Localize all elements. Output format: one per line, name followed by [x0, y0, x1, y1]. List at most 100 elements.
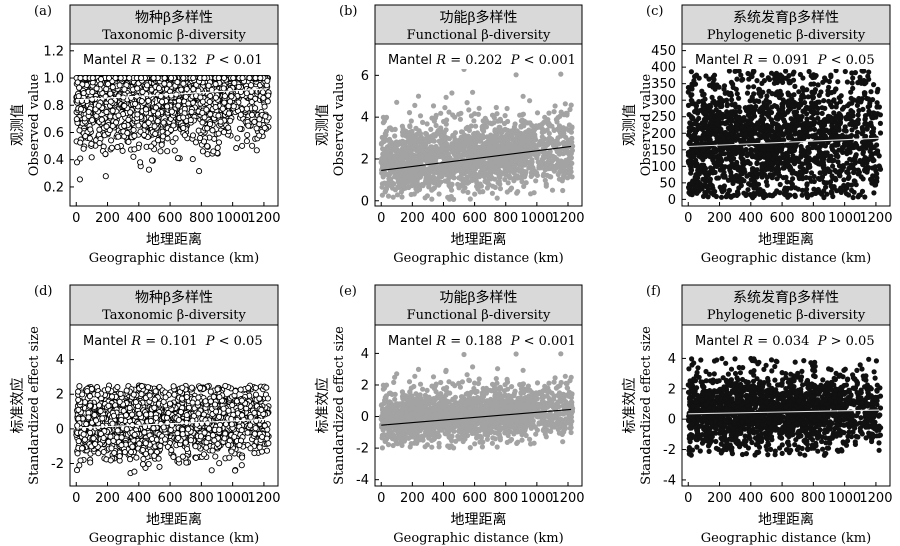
- data-point: [159, 133, 167, 140]
- data-point: [389, 158, 395, 165]
- data-point: [86, 135, 93, 142]
- data-point: [468, 113, 474, 119]
- stat-prefix: Mantel: [388, 53, 436, 68]
- data-point: [115, 133, 122, 140]
- data-point: [815, 82, 821, 88]
- data-point: [433, 122, 439, 129]
- data-point: [806, 149, 812, 155]
- data-point: [557, 113, 563, 119]
- data-point: [873, 182, 879, 188]
- data-point: [130, 153, 137, 160]
- plot-frame: [374, 43, 583, 207]
- data-point: [475, 186, 481, 192]
- data-point: [450, 171, 456, 177]
- data-point: [729, 117, 735, 124]
- data-point: [777, 181, 783, 188]
- data-point: [446, 109, 452, 115]
- data-point: [687, 163, 693, 169]
- data-point: [539, 158, 545, 164]
- data-point: [89, 117, 96, 124]
- data-point: [212, 94, 219, 101]
- data-point: [402, 185, 408, 191]
- data-point: [736, 95, 742, 101]
- data-point: [470, 89, 476, 95]
- data-point: [518, 175, 524, 181]
- data-point: [726, 68, 733, 74]
- x-tick-label: 800: [189, 211, 214, 226]
- data-point: [468, 123, 474, 129]
- data-point: [495, 118, 501, 124]
- data-point: [821, 188, 827, 194]
- data-point: [766, 99, 773, 105]
- x-label-cn: 地理距离: [451, 231, 507, 248]
- data-point: [109, 122, 116, 130]
- data-point: [556, 176, 563, 182]
- data-point: [464, 100, 470, 106]
- data-point: [96, 139, 103, 147]
- data-point: [131, 146, 138, 153]
- data-point: [452, 130, 458, 136]
- data-point: [89, 88, 96, 96]
- data-point: [514, 148, 520, 154]
- data-point: [382, 154, 388, 160]
- data-point: [504, 189, 510, 195]
- data-point: [121, 122, 128, 129]
- data-point: [221, 99, 228, 106]
- data-point: [712, 188, 718, 195]
- data-point: [392, 133, 398, 139]
- data-point: [379, 184, 385, 190]
- data-point: [551, 127, 557, 133]
- data-point: [97, 81, 104, 88]
- data-point: [87, 126, 94, 133]
- data-point: [164, 148, 171, 155]
- data-point: [380, 120, 386, 126]
- data-point: [457, 145, 463, 151]
- data-point: [525, 154, 531, 160]
- data-point: [237, 111, 244, 118]
- data-point: [407, 141, 413, 147]
- data-point: [246, 74, 253, 82]
- data-point: [511, 124, 517, 130]
- data-point: [856, 107, 862, 114]
- data-point: [385, 193, 392, 199]
- data-point: [566, 122, 573, 128]
- data-point: [412, 178, 418, 184]
- data-point: [472, 191, 478, 197]
- data-point: [546, 123, 553, 129]
- data-point: [244, 131, 251, 139]
- stat-backing: [80, 49, 260, 69]
- data-point: [811, 126, 818, 132]
- data-point: [161, 74, 168, 82]
- data-point: [233, 145, 240, 152]
- data-point: [413, 186, 419, 192]
- stat-p-rel: <: [519, 53, 538, 68]
- data-point: [382, 189, 388, 195]
- stat-gap: [502, 53, 510, 68]
- data-point: [429, 145, 436, 152]
- data-point: [537, 142, 543, 148]
- data-point: [481, 123, 487, 129]
- data-point: [264, 98, 271, 105]
- trend-line: [381, 145, 572, 172]
- data-point: [500, 128, 506, 134]
- stat-gap: [197, 53, 205, 68]
- x-tick-label: 1200: [247, 211, 280, 226]
- data-point: [465, 174, 471, 180]
- data-point: [504, 105, 510, 112]
- y-tick-label: 6: [361, 69, 369, 84]
- data-point: [217, 118, 224, 125]
- x-tick-label: 200: [95, 211, 120, 226]
- data-point: [567, 169, 573, 176]
- data-point: [167, 126, 175, 133]
- data-point: [397, 162, 403, 168]
- data-point: [230, 74, 237, 82]
- data-point: [381, 180, 388, 186]
- data-point: [527, 136, 533, 142]
- x-tick-label: 1000: [520, 211, 553, 226]
- data-point: [508, 185, 515, 191]
- data-point: [382, 131, 388, 137]
- data-point: [444, 117, 450, 123]
- data-point: [528, 162, 534, 168]
- data-point: [253, 125, 260, 132]
